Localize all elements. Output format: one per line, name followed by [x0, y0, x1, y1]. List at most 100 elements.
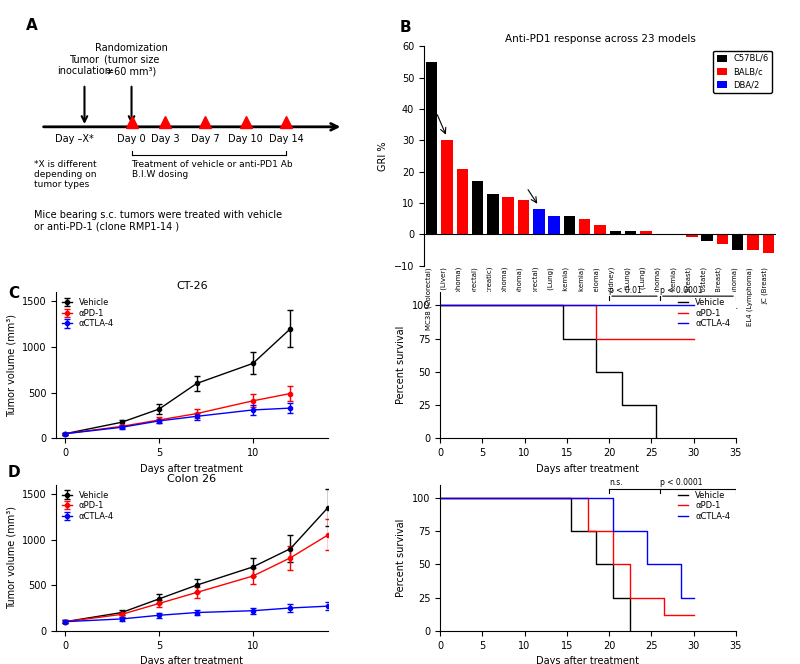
Text: Day –X*: Day –X* — [55, 134, 94, 144]
Line: αCTLA-4: αCTLA-4 — [440, 498, 694, 598]
Legend: Vehicle, αPD-1, αCTLA-4: Vehicle, αPD-1, αCTLA-4 — [677, 489, 732, 523]
Bar — [625, 231, 636, 234]
Text: C: C — [8, 286, 19, 301]
Y-axis label: Percent survival: Percent survival — [396, 519, 406, 597]
Vehicle — [604, 560, 614, 568]
Text: n.s.: n.s. — [609, 478, 622, 487]
Title: Anti-PD1 response across 23 models: Anti-PD1 response across 23 models — [505, 35, 695, 44]
Bar — [686, 234, 698, 238]
Bar — [442, 140, 453, 234]
Text: D: D — [8, 465, 21, 480]
Bar — [747, 234, 758, 250]
Text: A: A — [26, 19, 38, 33]
Text: B: B — [400, 20, 412, 35]
Y-axis label: Tumor volume (mm³): Tumor volume (mm³) — [6, 506, 16, 610]
αPD-1 — [604, 335, 614, 343]
αPD-1 — [689, 335, 698, 343]
αCTLA-4 — [642, 560, 652, 568]
X-axis label: Days after treatment: Days after treatment — [537, 463, 639, 473]
αPD-1 — [626, 594, 635, 602]
Text: Mice bearing s.c. tumors were treated with vehicle
or anti-PD-1 (clone RMP1-14 ): Mice bearing s.c. tumors were treated wi… — [34, 210, 282, 232]
Text: Day 14: Day 14 — [269, 134, 303, 144]
Line: Vehicle: Vehicle — [440, 305, 656, 438]
Text: *X is different
depending on
tumor types: *X is different depending on tumor types — [34, 159, 97, 189]
Y-axis label: Tumor volume (mm³): Tumor volume (mm³) — [6, 313, 16, 417]
Bar — [472, 181, 483, 234]
αPD-1 — [609, 560, 618, 568]
αCTLA-4 — [672, 560, 682, 568]
Text: Tumor
inoculation: Tumor inoculation — [58, 54, 111, 76]
Vehicle — [435, 301, 445, 309]
αPD-1 — [655, 594, 665, 602]
αCTLA-4 — [609, 527, 618, 535]
αPD-1 — [583, 527, 593, 535]
Vehicle — [646, 401, 656, 409]
X-axis label: Days after treatment: Days after treatment — [537, 656, 639, 664]
Text: p < 0.0001: p < 0.0001 — [660, 286, 702, 295]
Vehicle — [592, 368, 602, 376]
Bar — [762, 234, 774, 253]
αCTLA-4 — [604, 494, 614, 502]
Text: Day 7: Day 7 — [191, 134, 220, 144]
αCTLA-4 — [638, 527, 648, 535]
αCTLA-4 — [676, 594, 686, 602]
Bar — [457, 169, 468, 234]
Bar — [426, 62, 438, 234]
Text: Day 3: Day 3 — [151, 134, 179, 144]
Vehicle — [592, 560, 602, 568]
αPD-1 — [622, 560, 631, 568]
Bar — [579, 218, 590, 234]
αPD-1 — [587, 301, 597, 309]
αPD-1 — [435, 301, 445, 309]
Legend: Vehicle, αPD-1, αCTLA-4: Vehicle, αPD-1, αCTLA-4 — [60, 296, 115, 330]
Vehicle — [562, 494, 572, 502]
Vehicle — [435, 494, 445, 502]
Line: αPD-1: αPD-1 — [440, 305, 694, 339]
Text: p < 0.0001: p < 0.0001 — [660, 478, 702, 487]
Bar — [717, 234, 728, 244]
Bar — [502, 197, 514, 234]
Vehicle — [622, 594, 631, 602]
Bar — [518, 200, 530, 234]
Y-axis label: Percent survival: Percent survival — [396, 326, 406, 404]
Vehicle — [617, 401, 626, 409]
Bar — [533, 209, 545, 234]
Bar — [594, 225, 606, 234]
Line: αPD-1: αPD-1 — [440, 498, 694, 615]
Legend: Vehicle, αPD-1, αCTLA-4: Vehicle, αPD-1, αCTLA-4 — [677, 296, 732, 330]
Bar — [487, 194, 498, 234]
αCTLA-4 — [435, 494, 445, 502]
Legend: C57BL/6, BALB/c, DBA/2: C57BL/6, BALB/c, DBA/2 — [714, 50, 772, 93]
Vehicle — [566, 527, 576, 535]
Bar — [548, 216, 560, 234]
αPD-1 — [659, 611, 669, 619]
Bar — [640, 231, 652, 234]
αPD-1 — [579, 494, 589, 502]
Vehicle — [651, 434, 661, 442]
Line: Vehicle: Vehicle — [440, 498, 630, 631]
Title: Colon 26: Colon 26 — [167, 474, 217, 484]
Vehicle — [554, 301, 563, 309]
Y-axis label: GRI %: GRI % — [378, 141, 388, 171]
Vehicle — [609, 594, 618, 602]
αPD-1 — [592, 335, 602, 343]
Text: Day 0: Day 0 — [118, 134, 146, 144]
Vehicle — [587, 335, 597, 343]
Bar — [564, 216, 575, 234]
Vehicle — [587, 527, 597, 535]
Text: Treatment of vehicle or anti-PD1 Ab
B.I.W dosing: Treatment of vehicle or anti-PD1 Ab B.I.… — [131, 159, 293, 179]
Text: p < 0.01: p < 0.01 — [609, 286, 642, 295]
Bar — [732, 234, 743, 250]
αPD-1 — [689, 611, 698, 619]
Vehicle — [558, 335, 567, 343]
αPD-1 — [435, 494, 445, 502]
Bar — [610, 231, 621, 234]
Legend: Vehicle, αPD-1, αCTLA-4: Vehicle, αPD-1, αCTLA-4 — [60, 489, 115, 523]
αPD-1 — [609, 335, 618, 343]
Vehicle — [613, 368, 622, 376]
Text: Day 10: Day 10 — [228, 134, 263, 144]
Bar — [702, 234, 713, 240]
Title: CT-26: CT-26 — [176, 282, 208, 291]
Vehicle — [626, 627, 635, 635]
Text: Randomization
(tumor size
≠60 mm³): Randomization (tumor size ≠60 mm³) — [95, 43, 168, 76]
